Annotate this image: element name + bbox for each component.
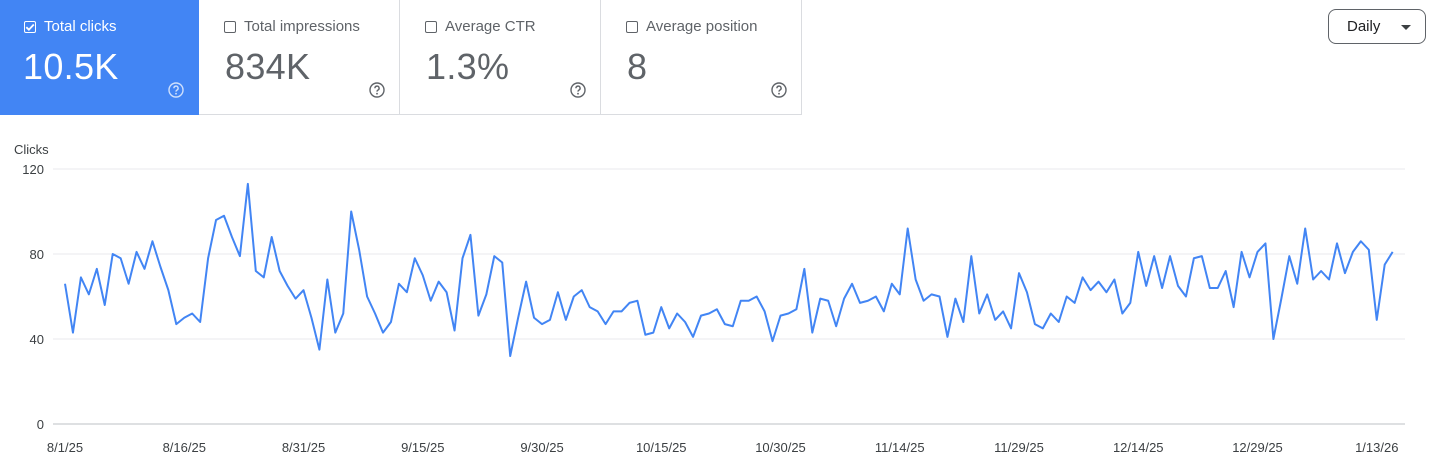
caret-down-icon xyxy=(1401,25,1411,30)
metric-label: Total impressions xyxy=(244,18,360,35)
help-circle-icon[interactable] xyxy=(771,82,787,98)
metric-card-total-clicks[interactable]: Total clicks 10.5K xyxy=(0,0,199,115)
x-tick-label: 12/29/25 xyxy=(1232,440,1283,455)
dropdown-label: Daily xyxy=(1347,18,1381,35)
y-axis-title: Clicks xyxy=(14,142,49,157)
metric-label: Total clicks xyxy=(44,18,117,35)
x-tick-label: 9/15/25 xyxy=(401,440,444,455)
metric-card-total-impressions[interactable]: Total impressions 834K xyxy=(199,0,400,115)
x-tick-label: 8/31/25 xyxy=(282,440,325,455)
help-circle-icon[interactable] xyxy=(570,82,586,98)
checkbox-icon[interactable] xyxy=(24,20,36,33)
help-circle-icon[interactable] xyxy=(168,82,184,98)
metric-cards: Total clicks 10.5K Total impressions 834… xyxy=(0,0,802,115)
checkbox-icon[interactable] xyxy=(224,20,236,33)
metric-label: Average CTR xyxy=(445,18,536,35)
x-tick-label: 11/14/25 xyxy=(875,440,925,455)
x-tick-label: 10/30/25 xyxy=(755,440,806,455)
x-tick-label: 9/30/25 xyxy=(520,440,563,455)
help-circle-icon[interactable] xyxy=(369,82,385,98)
y-tick-label: 40 xyxy=(30,332,44,347)
x-tick-label: 1/13/26 xyxy=(1355,440,1398,455)
y-tick-label: 0 xyxy=(37,417,44,432)
clicks-line-chart: Clicks 0 40 80 120 8/1/25 8/16/25 8/31/25 9/15… xyxy=(14,142,1405,455)
x-tick-label: 8/1/25 xyxy=(47,440,83,455)
metric-card-average-ctr[interactable]: Average CTR 1.3% xyxy=(400,0,601,115)
metric-value: 8 xyxy=(627,46,648,87)
metric-card-header: Total impressions xyxy=(224,18,360,35)
metric-value: 10.5K xyxy=(23,46,119,87)
metric-value: 834K xyxy=(225,46,311,87)
metric-card-header: Average position xyxy=(626,18,757,35)
x-tick-label: 8/16/25 xyxy=(163,440,206,455)
x-axis-ticks: 8/1/25 8/16/25 8/31/25 9/15/25 9/30/25 10/15/… xyxy=(47,440,1399,455)
metric-card-header: Average CTR xyxy=(425,18,536,35)
series-layer xyxy=(64,182,1394,357)
y-tick-label: 80 xyxy=(30,247,44,262)
x-tick-label: 12/14/25 xyxy=(1113,440,1164,455)
grid-lines xyxy=(53,168,1405,425)
metric-value: 1.3% xyxy=(426,46,510,87)
checkbox-icon[interactable] xyxy=(425,20,437,33)
checkbox-icon[interactable] xyxy=(626,20,638,33)
x-tick-label: 11/29/25 xyxy=(994,440,1044,455)
granularity-dropdown[interactable]: Daily xyxy=(1328,9,1426,44)
x-tick-label: 10/15/25 xyxy=(636,440,687,455)
metric-card-average-position[interactable]: Average position 8 xyxy=(601,0,802,115)
y-axis-ticks: 0 40 80 120 xyxy=(22,162,44,432)
clicks-series-line xyxy=(64,182,1394,357)
metric-label: Average position xyxy=(646,18,758,35)
metric-card-header: Total clicks xyxy=(24,18,117,35)
y-tick-label: 120 xyxy=(22,162,44,177)
